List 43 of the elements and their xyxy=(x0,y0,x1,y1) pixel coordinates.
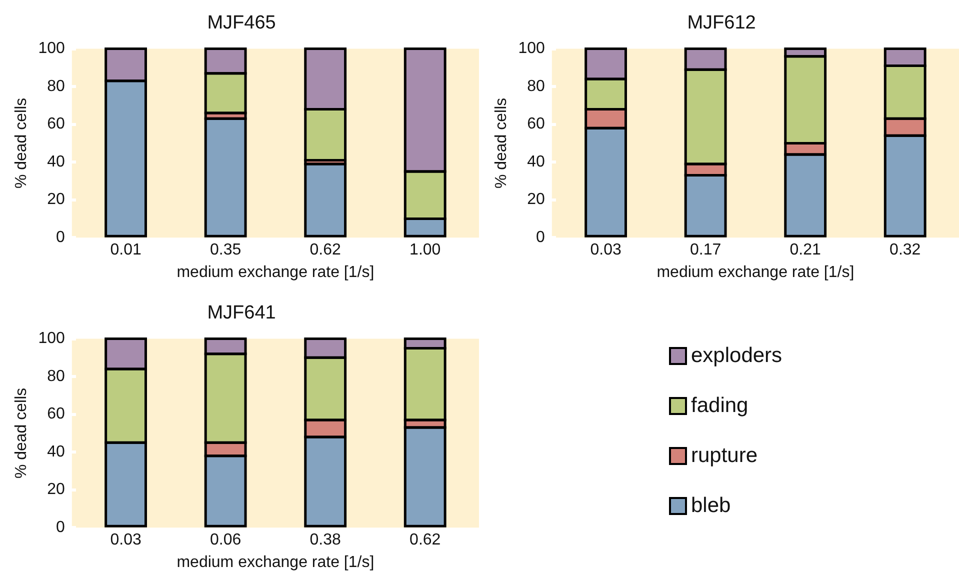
y-tick-label: 0 xyxy=(56,229,65,246)
y-axis-title: % dead cells xyxy=(13,388,30,479)
y-tick-label: 60 xyxy=(47,406,65,423)
x-tick-label: 0.17 xyxy=(690,242,722,259)
legend-label: fading xyxy=(691,394,748,418)
x-tick-label: 0.62 xyxy=(410,532,441,549)
x-axis-title: medium exchange rate [1/s] xyxy=(656,264,854,281)
x-tick-label: 1.00 xyxy=(410,242,441,259)
x-tick-label: 0.03 xyxy=(590,242,622,259)
chart-title: MJF465 xyxy=(207,12,276,34)
x-tick-label: 0.35 xyxy=(210,242,242,259)
y-tick-label: 20 xyxy=(47,191,65,208)
x-tick-label: 0.38 xyxy=(310,532,342,549)
x-tick-label: 0.62 xyxy=(310,242,342,259)
y-tick-label: 0 xyxy=(56,519,65,536)
y-tick-label: 60 xyxy=(47,116,65,133)
y-tick-label: 40 xyxy=(527,153,545,170)
chart-title: MJF612 xyxy=(687,12,756,34)
x-tick-label: 0.06 xyxy=(210,532,242,549)
x-tick-label: 0.21 xyxy=(790,242,822,259)
y-axis-title: % dead cells xyxy=(13,98,30,189)
y-tick-label: 100 xyxy=(38,40,65,58)
chart-title: MJF641 xyxy=(207,302,276,324)
x-axis-title: medium exchange rate [1/s] xyxy=(176,554,374,571)
legend-label: exploders xyxy=(691,344,782,368)
y-tick-label: 40 xyxy=(47,153,65,170)
legend-label: rupture xyxy=(691,444,758,468)
y-tick-label: 20 xyxy=(47,481,65,498)
y-tick-label: 60 xyxy=(527,116,545,133)
x-tick-label: 0.01 xyxy=(110,242,142,259)
y-axis-title: % dead cells xyxy=(493,98,510,189)
legend-label: bleb xyxy=(691,494,731,518)
y-tick-label: 100 xyxy=(38,330,65,348)
y-tick-label: 40 xyxy=(47,443,65,460)
y-tick-label: 80 xyxy=(47,78,65,95)
y-tick-label: 80 xyxy=(527,78,545,95)
y-tick-label: 100 xyxy=(518,40,545,58)
x-tick-label: 0.03 xyxy=(110,532,142,549)
y-tick-label: 20 xyxy=(527,191,545,208)
y-tick-label: 0 xyxy=(536,229,545,246)
x-tick-label: 0.32 xyxy=(890,242,921,259)
y-tick-label: 80 xyxy=(47,368,65,385)
x-axis-title: medium exchange rate [1/s] xyxy=(176,264,374,281)
